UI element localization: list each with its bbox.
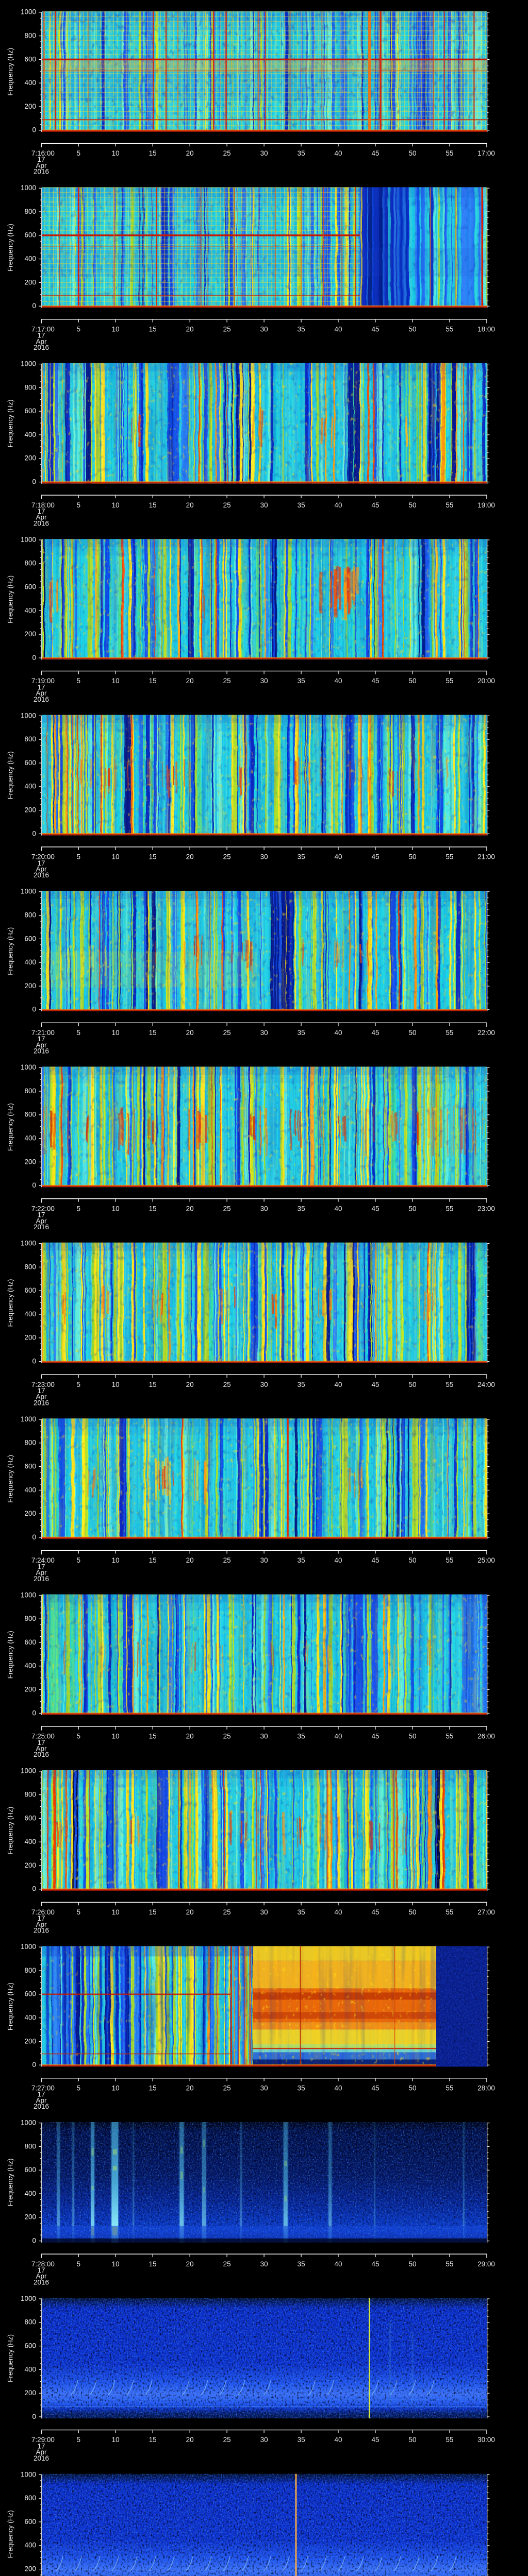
svg-text:25:00: 25:00 <box>477 1556 495 1564</box>
svg-text:7:18:00: 7:18:00 <box>31 501 55 509</box>
svg-text:7:23:00: 7:23:00 <box>31 1381 55 1388</box>
svg-text:7:21:00: 7:21:00 <box>31 1029 55 1037</box>
svg-text:21:00: 21:00 <box>477 853 495 861</box>
svg-text:7:25:00: 7:25:00 <box>31 1733 55 1740</box>
svg-text:7:17:00: 7:17:00 <box>31 325 55 333</box>
svg-text:7:19:00: 7:19:00 <box>31 677 55 685</box>
svg-text:7:24:00: 7:24:00 <box>31 1556 55 1564</box>
svg-text:7:16:00: 7:16:00 <box>31 149 55 157</box>
svg-text:7:26:00: 7:26:00 <box>31 1908 55 1916</box>
svg-text:7:20:00: 7:20:00 <box>31 853 55 861</box>
svg-text:20:00: 20:00 <box>477 677 495 685</box>
svg-text:19:00: 19:00 <box>477 501 495 509</box>
svg-text:22:00: 22:00 <box>477 1029 495 1037</box>
svg-text:17:00: 17:00 <box>477 149 495 157</box>
svg-text:23:00: 23:00 <box>477 1205 495 1212</box>
svg-text:27:00: 27:00 <box>477 1908 495 1916</box>
svg-text:7:22:00: 7:22:00 <box>31 1205 55 1212</box>
svg-text:18:00: 18:00 <box>477 325 495 333</box>
svg-text:24:00: 24:00 <box>477 1381 495 1388</box>
svg-text:26:00: 26:00 <box>477 1733 495 1740</box>
